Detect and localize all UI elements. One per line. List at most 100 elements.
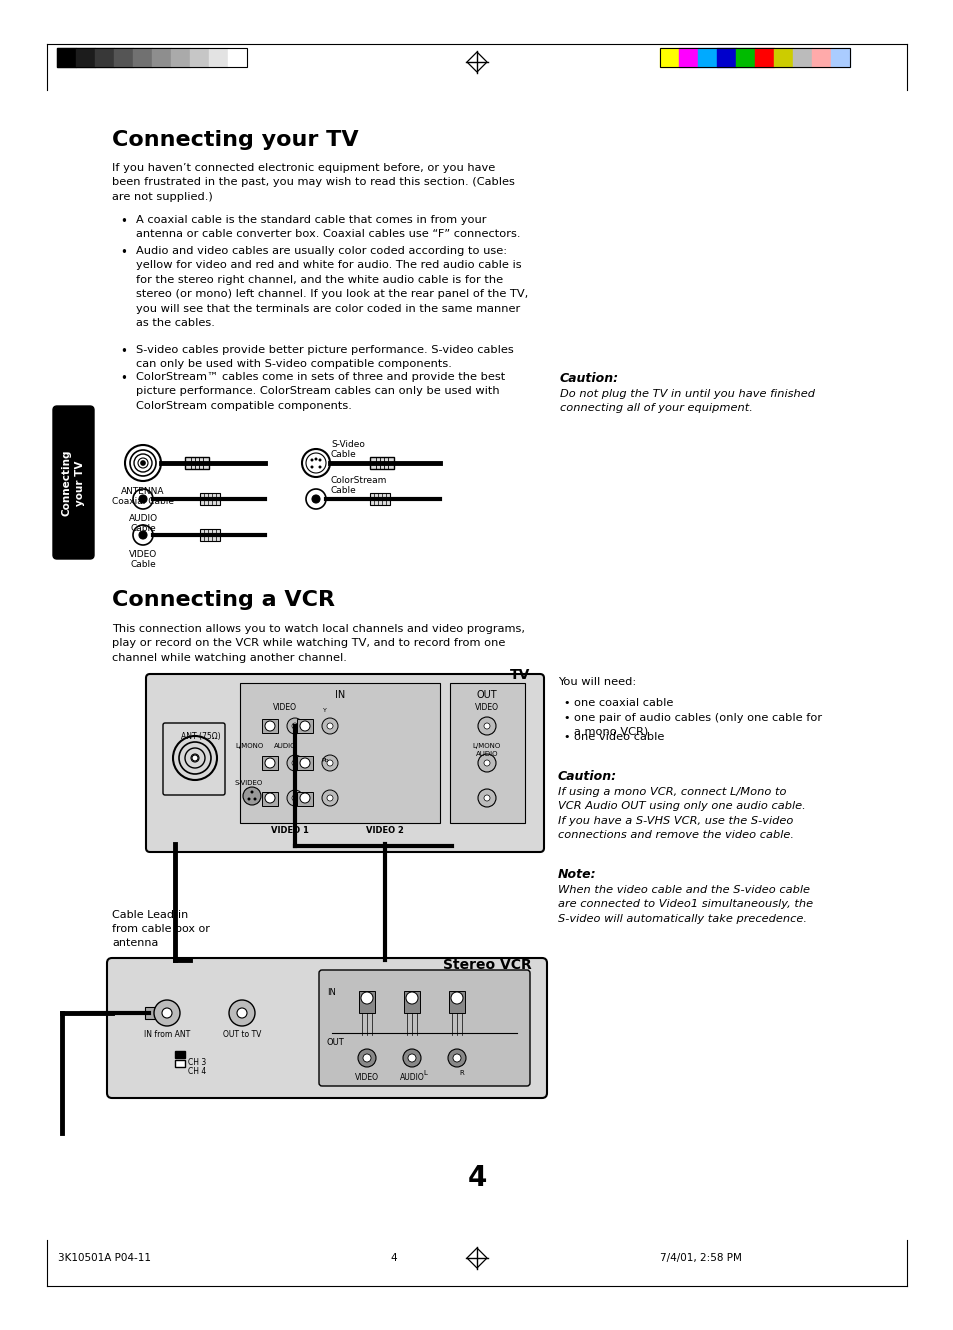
Circle shape <box>141 462 145 466</box>
Circle shape <box>287 790 303 806</box>
Circle shape <box>192 755 198 761</box>
Bar <box>698 48 717 66</box>
Circle shape <box>287 718 303 734</box>
Circle shape <box>265 758 274 767</box>
Bar <box>262 791 277 806</box>
Text: R: R <box>459 1071 464 1076</box>
Circle shape <box>448 1049 465 1067</box>
Text: Pb: Pb <box>321 758 329 763</box>
Circle shape <box>265 793 274 803</box>
Text: This connection allows you to watch local channels and video programs,
play or r: This connection allows you to watch loca… <box>112 624 524 662</box>
Text: 7/4/01, 2:58 PM: 7/4/01, 2:58 PM <box>659 1253 741 1264</box>
Circle shape <box>299 793 310 803</box>
Bar <box>717 48 735 66</box>
Bar <box>152 48 171 66</box>
Text: one pair of audio cables (only one cable for
a mono VCR): one pair of audio cables (only one cable… <box>574 713 821 737</box>
Text: L: L <box>422 1071 427 1076</box>
Circle shape <box>318 465 321 468</box>
Bar <box>57 48 247 66</box>
Circle shape <box>451 992 462 1004</box>
Text: Caution:: Caution: <box>558 770 617 783</box>
Bar <box>200 493 220 505</box>
Text: ColorStream
Cable: ColorStream Cable <box>331 476 387 495</box>
Bar <box>735 48 754 66</box>
Text: If using a mono VCR, connect L/Mono to
VCR Audio OUT using only one audio cable.: If using a mono VCR, connect L/Mono to V… <box>558 787 805 841</box>
Circle shape <box>251 790 253 794</box>
Circle shape <box>299 758 310 767</box>
Circle shape <box>162 1008 172 1017</box>
Circle shape <box>453 1053 460 1061</box>
Text: OUT: OUT <box>476 690 497 700</box>
Text: Cable Lead-in
from cable box or
antenna: Cable Lead-in from cable box or antenna <box>112 910 210 948</box>
Bar <box>659 48 679 66</box>
Text: TV: TV <box>509 668 530 682</box>
Circle shape <box>360 992 373 1004</box>
Circle shape <box>253 798 256 801</box>
Bar <box>450 684 524 823</box>
Text: A coaxial cable is the standard cable that comes in from your
antenna or cable c: A coaxial cable is the standard cable th… <box>136 215 520 239</box>
Text: OUT: OUT <box>327 1037 344 1047</box>
Text: •: • <box>120 215 127 227</box>
Text: AUDIO: AUDIO <box>476 751 497 757</box>
Text: If you haven’t connected electronic equipment before, or you have
been frustrate: If you haven’t connected electronic equi… <box>112 164 515 202</box>
Circle shape <box>483 795 490 801</box>
Circle shape <box>318 459 321 462</box>
Text: You will need:: You will need: <box>558 677 636 688</box>
Bar <box>174 1060 185 1067</box>
Text: •: • <box>562 732 569 742</box>
Bar <box>659 48 849 66</box>
Circle shape <box>483 724 490 729</box>
Text: one video cable: one video cable <box>574 732 663 742</box>
Circle shape <box>236 1008 247 1017</box>
Text: CH 4: CH 4 <box>188 1067 206 1076</box>
Text: L/MONO: L/MONO <box>234 743 263 749</box>
Circle shape <box>310 465 314 468</box>
Text: Y: Y <box>323 708 327 713</box>
Text: •: • <box>120 246 127 259</box>
Text: AUDIO: AUDIO <box>274 743 296 749</box>
Text: Caution:: Caution: <box>559 372 618 384</box>
Bar <box>145 1007 157 1019</box>
Text: 4: 4 <box>467 1164 486 1192</box>
Bar <box>358 991 375 1013</box>
Text: ANTENNA
Coaxial Cable: ANTENNA Coaxial Cable <box>112 487 173 507</box>
Bar <box>754 48 773 66</box>
Text: Note:: Note: <box>558 868 596 880</box>
Bar <box>209 48 228 66</box>
Bar <box>296 720 313 733</box>
Text: CH 3: CH 3 <box>188 1057 206 1067</box>
Circle shape <box>292 759 297 766</box>
FancyBboxPatch shape <box>318 970 530 1087</box>
Text: ColorStream™ cables come in sets of three and provide the best
picture performan: ColorStream™ cables come in sets of thre… <box>136 372 505 411</box>
Text: L/MONO: L/MONO <box>473 743 500 749</box>
Circle shape <box>153 1000 180 1025</box>
Circle shape <box>402 1049 420 1067</box>
Text: VIDEO 2: VIDEO 2 <box>366 826 403 835</box>
Bar <box>240 684 439 823</box>
Text: 3K10501A P04-11: 3K10501A P04-11 <box>58 1253 151 1264</box>
Text: Do not plug the TV in until you have finished
connecting all of your equipment.: Do not plug the TV in until you have fin… <box>559 388 814 414</box>
Text: •: • <box>120 372 127 384</box>
Text: VIDEO
Cable: VIDEO Cable <box>129 551 157 569</box>
FancyBboxPatch shape <box>107 958 546 1099</box>
Text: one coaxial cable: one coaxial cable <box>574 698 673 708</box>
Text: VIDEO: VIDEO <box>355 1073 378 1083</box>
Bar <box>811 48 830 66</box>
Text: IN: IN <box>335 690 345 700</box>
Text: •: • <box>120 344 127 358</box>
Circle shape <box>483 759 490 766</box>
Bar <box>57 48 76 66</box>
Bar <box>296 791 313 806</box>
Text: When the video cable and the S-video cable
are connected to Video1 simultaneousl: When the video cable and the S-video cab… <box>558 884 812 924</box>
Circle shape <box>327 759 333 766</box>
Bar <box>200 529 220 541</box>
Text: Stereo VCR: Stereo VCR <box>443 958 532 972</box>
Text: S-VIDEO: S-VIDEO <box>234 779 263 786</box>
Bar <box>190 48 209 66</box>
Text: Connecting a VCR: Connecting a VCR <box>112 591 335 610</box>
Circle shape <box>287 755 303 771</box>
Text: VIDEO 1: VIDEO 1 <box>271 826 309 835</box>
Circle shape <box>229 1000 254 1025</box>
Bar <box>679 48 698 66</box>
Text: •: • <box>562 713 569 724</box>
